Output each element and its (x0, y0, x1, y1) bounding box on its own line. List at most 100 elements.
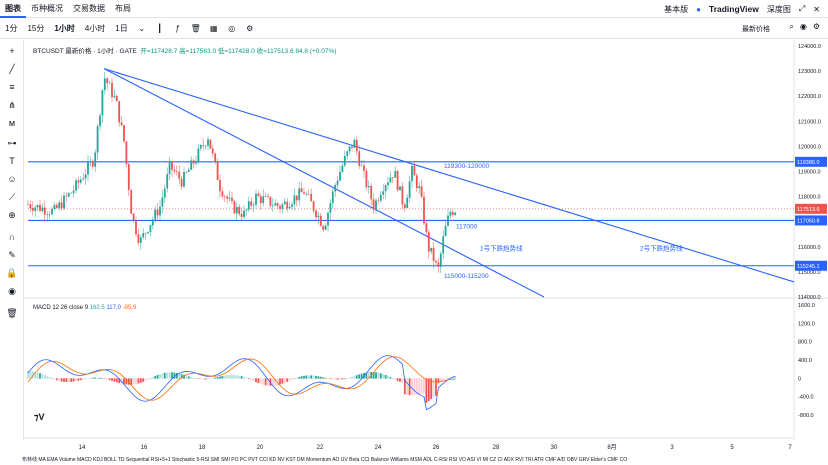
pattern-icon[interactable]: ᴍ (8, 118, 16, 128)
tab-layout[interactable]: 布局 (115, 3, 131, 13)
search-icon[interactable]: ⌕ (789, 22, 794, 31)
chart-legend: BTCUSDT 最新价格 · 1小时 · GATE 开=117428.7 高=1… (33, 45, 336, 55)
macd-histogram-bar (202, 378, 205, 380)
macd-histogram-bar (199, 378, 202, 380)
tab-overview[interactable]: 币种概况 (31, 3, 63, 13)
price-axis-badge-text: 117513.6 (797, 207, 820, 213)
price-chart[interactable]: 124000.0 123000.0 122000.0 121000.0 120000.0… (24, 40, 828, 452)
layout-icon[interactable]: ▦ (209, 24, 218, 33)
zoom-in-icon[interactable]: ⊕ (8, 209, 16, 220)
interval-1h[interactable]: 1小时 (54, 24, 75, 33)
candle-body (375, 200, 377, 210)
time-tick-label: 16 (141, 445, 148, 451)
macd-histogram-bar (262, 378, 265, 385)
candle-body (307, 193, 310, 195)
candle-body (214, 153, 217, 162)
lock-icon[interactable]: 🔒 (6, 267, 18, 278)
interval-15m[interactable]: 15分 (27, 24, 45, 33)
fib-icon[interactable]: ⊶ (7, 137, 17, 148)
candle-body (139, 237, 142, 243)
trash-icon[interactable]: 🗑 (190, 24, 201, 33)
latest-price-dropdown[interactable]: 最新价格 (742, 25, 770, 33)
candle-body (303, 192, 305, 194)
macd-histogram-bar (286, 378, 289, 382)
candle-body (39, 204, 41, 211)
candle-body (137, 234, 140, 243)
price-tick-label: 115000.0 (798, 270, 821, 276)
macd-histogram-bar (221, 375, 224, 379)
camera-icon[interactable]: ◎ (228, 24, 236, 33)
macd-histogram-bar (34, 371, 37, 379)
interval-1d[interactable]: 1日 (115, 24, 128, 33)
trash-sidebar-icon[interactable]: 🗑 (6, 307, 18, 318)
candle-body (228, 197, 231, 199)
macd-histogram-bar (171, 372, 173, 379)
indicator-bar[interactable]: 布林线 MA EMA Volume MACD KDJ BOLL TD Seque… (22, 457, 628, 463)
indicators-icon[interactable]: ƒ (175, 24, 180, 33)
candle-body (387, 182, 389, 186)
trend-line-icon[interactable]: ╱ (9, 63, 15, 74)
time-tick-label: 24 (375, 445, 382, 451)
horizontal-line-icon[interactable]: ≡ (9, 82, 15, 92)
chevron-down-icon[interactable]: ⌄ (138, 24, 146, 33)
lock-draw-icon[interactable]: ✎ (8, 249, 16, 260)
price-tick-label: 119000.0 (798, 170, 821, 176)
depth-chart-button[interactable]: 深度图 (766, 4, 791, 14)
candle-body (197, 148, 200, 162)
candle-body (178, 171, 181, 179)
macd-histogram-bar (305, 375, 308, 379)
candle-body (67, 193, 70, 197)
macd-histogram-bar (204, 378, 207, 380)
tradingview-toggle-icon[interactable]: ● (696, 4, 701, 14)
candle-body (444, 225, 447, 237)
macd-hist-value: 162.5 (89, 305, 105, 311)
macd-label[interactable]: MACD 12 26 close 9 (33, 305, 89, 311)
candle-body (231, 197, 233, 202)
candle-body (31, 208, 34, 211)
macd-histogram-bar (211, 378, 214, 379)
time-tick-label: 3 (670, 445, 674, 451)
macd-histogram-bar (178, 373, 181, 379)
camera-icon-right[interactable]: ◉ (799, 22, 807, 31)
close-icon[interactable]: ✕ (813, 4, 820, 14)
macd-histogram-bar (219, 376, 221, 379)
tradingview-button[interactable]: TradingView (708, 4, 759, 14)
macd-histogram-bar (168, 372, 171, 379)
emoji-icon[interactable]: ☺ (7, 174, 17, 184)
macd-histogram-bar (303, 375, 305, 379)
ruler-icon[interactable]: ⟋ (8, 191, 16, 202)
macd-histogram-bar (250, 378, 253, 381)
candle-body (255, 193, 257, 205)
symbol-label[interactable]: BTCUSDT 最新价格 · 1小时 · GATE (33, 48, 137, 55)
tab-trade-data[interactable]: 交易数据 (73, 3, 105, 13)
gear-icon[interactable]: ⚙ (812, 22, 820, 31)
macd-histogram-bar (118, 378, 121, 384)
eye-icon[interactable]: ◉ (8, 285, 16, 296)
time-tick-label: 7 (788, 445, 792, 451)
crosshair-icon[interactable]: + (9, 46, 15, 56)
macd-histogram-bar (322, 377, 325, 379)
tab-chart[interactable]: 图表 (0, 0, 26, 18)
pitchfork-icon[interactable]: ⋔ (8, 99, 16, 110)
candle-body (286, 201, 289, 209)
settings-icon[interactable]: ⚙ (246, 24, 254, 33)
interval-4h[interactable]: 4小时 (84, 24, 106, 33)
candle-body (317, 215, 320, 218)
price-tick-label: 123000.0 (798, 69, 821, 75)
candle-body (439, 253, 442, 267)
candle-body (101, 90, 104, 116)
candle-type-icon[interactable]: ┃ (157, 24, 163, 33)
macd-histogram-bar (310, 375, 313, 379)
interval-1m[interactable]: 1分 (5, 24, 18, 33)
basic-mode-button[interactable]: 基本版 (664, 4, 689, 14)
candle-body (427, 232, 430, 252)
candle-body (372, 199, 375, 210)
candle-body (41, 207, 44, 211)
signal-line (27, 356, 456, 401)
text-icon[interactable]: T (9, 156, 15, 166)
macd-histogram-bar (317, 376, 320, 379)
fullscreen-icon[interactable]: ⤢ (798, 4, 806, 13)
macd-histogram-bar (312, 375, 315, 379)
magnet-icon[interactable]: ∩ (8, 232, 16, 242)
macd-histogram-bar (382, 374, 385, 379)
